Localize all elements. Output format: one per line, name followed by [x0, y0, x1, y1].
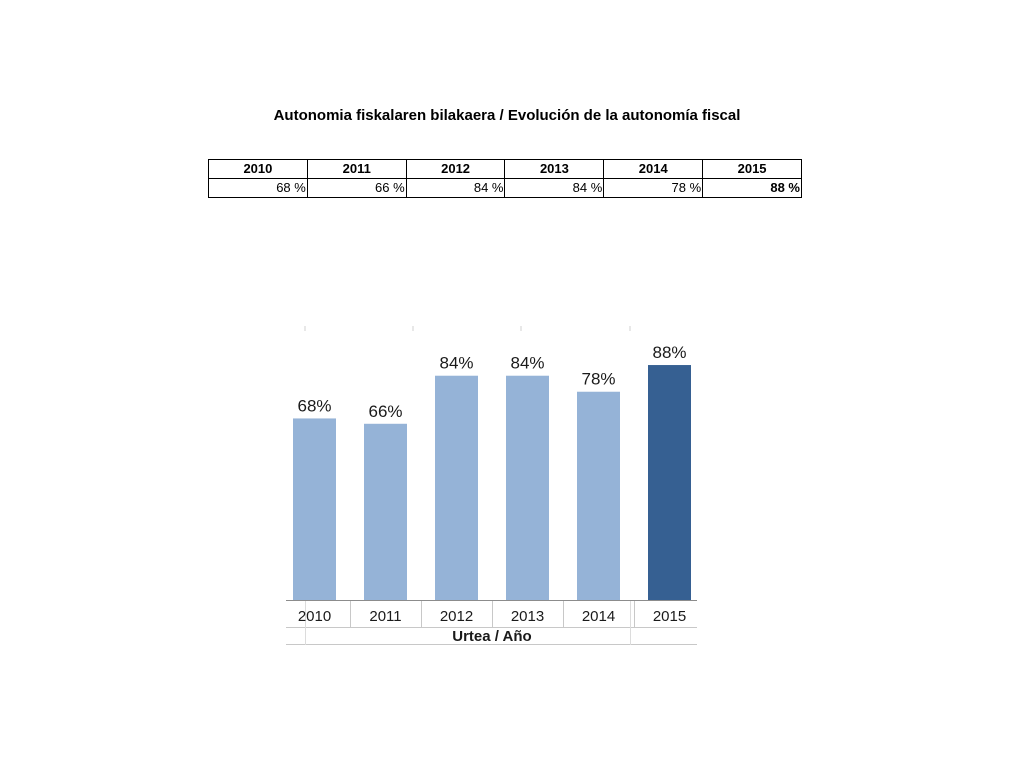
bar	[648, 365, 691, 600]
bar	[506, 375, 549, 600]
data-label: 84%	[439, 354, 473, 373]
table-header-cell: 2015	[702, 159, 802, 179]
table-cell: 84 %	[504, 178, 605, 198]
x-tick-label: 2013	[511, 608, 544, 625]
data-label: 84%	[510, 354, 544, 373]
x-tick-label: 2011	[369, 608, 401, 625]
x-tick-label: 2015	[653, 608, 686, 625]
data-label: 68%	[297, 396, 331, 415]
page-title: Autonomia fiskalaren bilakaera / Evoluci…	[273, 107, 741, 124]
x-axis-title: Urtea / Año	[452, 628, 531, 645]
data-label: 66%	[368, 402, 402, 421]
x-tick-label: 2010	[298, 608, 331, 625]
data-label: 78%	[581, 370, 615, 389]
x-tick-label: 2014	[582, 608, 615, 625]
data-label: 88%	[652, 343, 686, 362]
table-header-cell: 2011	[306, 159, 407, 179]
table-cell: 84 %	[405, 178, 506, 198]
table-cell: 78 %	[603, 178, 704, 198]
table-cell: 66 %	[306, 178, 407, 198]
bar	[364, 423, 407, 600]
table-cell-highlight: 88 %	[702, 178, 802, 198]
x-tick-label: 2012	[440, 608, 473, 625]
bar	[577, 391, 620, 600]
table-header-row: 2010 2011 2012 2013 2014 2015	[208, 159, 802, 179]
table-row: 68 % 66 % 84 % 84 % 78 % 88 %	[208, 178, 802, 198]
bar	[435, 375, 478, 600]
autonomy-summary-table: 2010 2011 2012 2013 2014 2015 68 % 66 % …	[208, 159, 802, 198]
bar	[293, 418, 336, 600]
